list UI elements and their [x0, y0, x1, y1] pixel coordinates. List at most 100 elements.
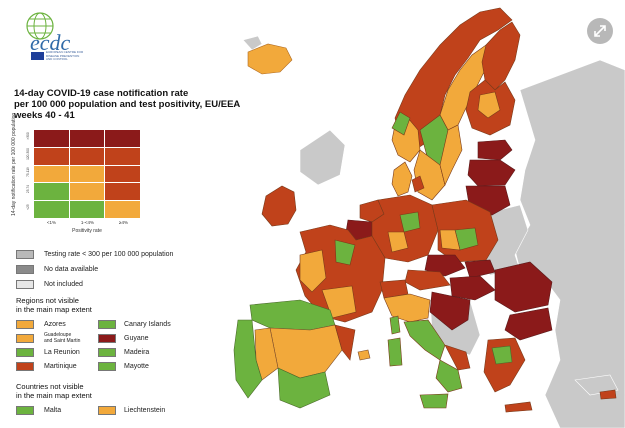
legend-swatch-liechtenstein: [98, 406, 116, 415]
legend-swatch-testing-rate: [16, 250, 34, 259]
region-finland-mid: [477, 91, 501, 119]
expand-map-button[interactable]: [587, 18, 613, 44]
region-latvia: [467, 159, 516, 187]
matrix-cell: [69, 130, 105, 147]
matrix-cell: [105, 183, 140, 201]
legend-label-malta: Malta: [44, 407, 62, 414]
region-sicily: [419, 393, 449, 409]
region-crete: [504, 401, 533, 413]
region-sweden-east: [439, 124, 463, 186]
legend-label-canary-islands: Canary Islands: [124, 321, 171, 328]
legend-swatch-no-data: [16, 265, 34, 274]
logo-subtitle: EUROPEAN CENTRE FOR DISEASE PREVENTION A…: [46, 50, 84, 61]
region-germany-green: [399, 211, 421, 233]
region-uk: [299, 129, 346, 186]
region-germany-orange: [387, 231, 409, 253]
logo-text: ecdc: [30, 30, 71, 55]
matrix-y-tick: 120-300: [26, 148, 30, 160]
region-slovenia-croatia: [429, 291, 471, 331]
matrix-cell: [105, 130, 140, 147]
region-iceland: [247, 43, 293, 75]
legend-label-not-included: Not included: [44, 281, 83, 288]
matrix-y-tick: 25-74: [26, 184, 30, 194]
region-denmark: [391, 161, 413, 197]
matrix-cell: [69, 165, 105, 183]
legend-swatch-not-included: [16, 280, 34, 289]
title-line-3: weeks 40 - 41: [14, 110, 75, 121]
region-estonia: [477, 139, 513, 161]
map-title: 14-day COVID-19 case notification rate p…: [14, 88, 240, 121]
region-spain-west: [254, 327, 279, 381]
region-finland-north: [481, 21, 521, 91]
legend-swatch-canary-islands: [98, 320, 116, 329]
region-italy-north: [383, 293, 431, 323]
region-portugal: [233, 319, 263, 399]
matrix-y-tick: 75-119: [26, 167, 30, 177]
region-denmark-east: [411, 175, 425, 193]
region-balearic: [357, 349, 371, 361]
region-italy-south: [435, 359, 463, 393]
legend-swatch-la-reunion: [16, 348, 34, 357]
legend-swatch-martinique: [16, 362, 34, 371]
regions-heading-line-1: Regions not visible: [16, 296, 79, 305]
region-switzerland: [379, 279, 409, 299]
legend-swatch-azores: [16, 320, 34, 329]
region-cyprus: [599, 389, 617, 400]
eu-flag-icon: [31, 52, 44, 60]
legend-label-testing-rate: Testing rate < 300 per 100 000 populatio…: [44, 251, 174, 258]
region-czechia: [424, 254, 466, 277]
region-spain-east: [334, 324, 356, 361]
legend-swatch-guadeloupe: [16, 334, 34, 343]
legend-label-la-reunion: La Reunion: [44, 349, 80, 356]
matrix-cell: [34, 165, 69, 183]
legend-label-no-data: No data available: [44, 266, 99, 273]
region-ireland: [261, 185, 297, 227]
matrix-cell: [34, 147, 69, 165]
title-line-2: per 100 000 population and test positivi…: [14, 99, 241, 110]
matrix-cell: [105, 201, 140, 218]
regions-heading-line-2: in the main map extent: [16, 305, 92, 314]
region-romania: [494, 261, 553, 313]
expand-icon: [594, 25, 606, 37]
region-france: [295, 224, 386, 323]
region-france-south: [321, 285, 357, 319]
countries-heading-line-1: Countries not visible: [16, 382, 84, 391]
title-line-1: 14-day COVID-19 case notification rate: [14, 88, 189, 99]
legend-label-martinique: Martinique: [44, 363, 77, 370]
ecdc-logo: [18, 8, 78, 66]
regions-heading: Regions not visible in the main map exte…: [16, 296, 92, 314]
legend-label-guadeloupe: Guadeloupe and Saint Martin: [44, 332, 81, 344]
legend-swatch-madeira: [98, 348, 116, 357]
legend-label-guadeloupe-line-2: and Saint Martin: [44, 337, 81, 344]
matrix-x-tick: ≥4%: [119, 220, 128, 225]
region-france-west: [299, 249, 327, 293]
legend-swatch-mayotte: [98, 362, 116, 371]
matrix-cell: [69, 183, 105, 201]
region-hungary: [449, 275, 496, 301]
matrix-cell: [34, 201, 69, 218]
region-greece: [483, 337, 526, 393]
globe-icon: [26, 12, 54, 40]
region-bulgaria: [504, 307, 553, 341]
legend-label-mayotte: Mayotte: [124, 363, 149, 370]
region-italy-southeast: [444, 344, 471, 371]
matrix-cell: [105, 165, 140, 183]
region-norway-west: [391, 111, 411, 136]
region-sardinia: [387, 337, 403, 367]
legend-label-guyane: Guyane: [124, 335, 149, 342]
countries-heading-line-2: in the main map extent: [16, 391, 92, 400]
legend-matrix: [34, 130, 140, 218]
region-slovakia: [464, 259, 496, 279]
region-france-green: [334, 239, 356, 266]
matrix-cell: [69, 201, 105, 218]
matrix-y-label: 14-day notification rate per 100 000 pop…: [11, 112, 17, 216]
legend-label-azores: Azores: [44, 321, 66, 328]
countries-heading: Countries not visible in the main map ex…: [16, 382, 92, 400]
matrix-x-tick: 1-<4%: [80, 220, 95, 225]
matrix-cell: [69, 147, 105, 165]
region-corsica: [389, 315, 401, 335]
region-austria: [404, 269, 451, 291]
matrix-y-tick: >300: [26, 132, 30, 140]
matrix-cell: [34, 183, 69, 201]
